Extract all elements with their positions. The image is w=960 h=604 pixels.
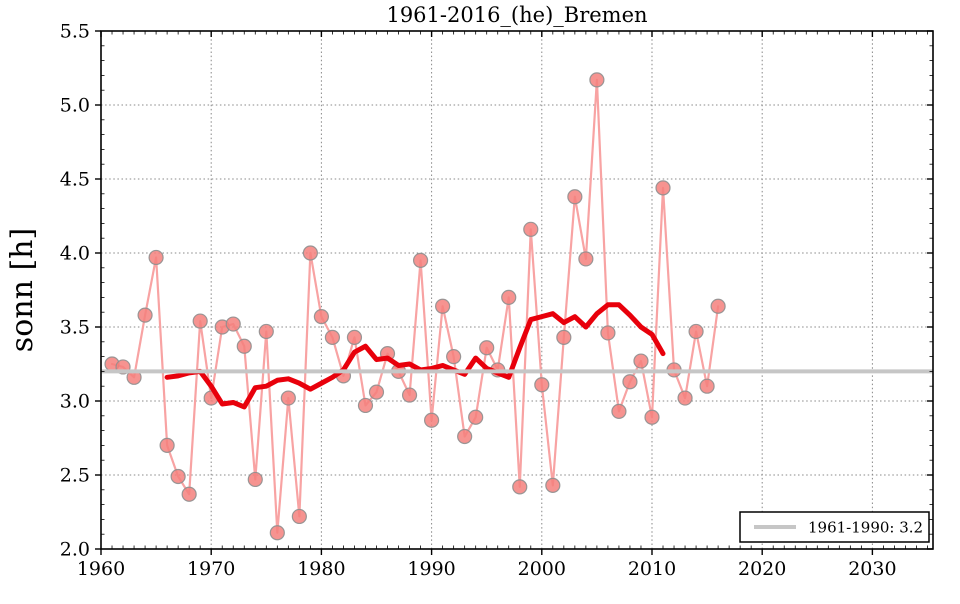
annual-series-marker [688,323,704,340]
x-tick-label: 1980 [297,558,345,580]
annual-series-marker [159,437,175,453]
x-tick-label: 2000 [518,558,566,580]
annual-series-marker [302,245,318,261]
legend-label: 1961-1990: 3.2 [808,519,923,537]
annual-series-marker [589,72,605,88]
x-tick-label: 2030 [848,558,896,580]
annual-series-marker [357,397,374,414]
chart-title: 1961-2016_(he)_Bremen [386,3,647,27]
y-tick-label: 3.5 [60,317,90,339]
y-tick-label: 5.5 [60,21,90,43]
annual-series-marker [578,251,594,267]
annual-series-marker [479,340,495,356]
plot-area-border [100,30,934,550]
annual-series-marker [457,428,473,445]
annual-series-marker [468,409,484,425]
x-tick-label: 1990 [407,558,455,580]
annual-series-marker [247,471,263,488]
annual-series-marker [137,307,153,323]
x-tick-label: 2010 [628,558,676,580]
gridlines [101,31,933,549]
annual-series-marker [313,309,329,325]
tick-labels: 1960 1970 1980 1990 2000 2010 2020 2030 2.0 2.5 3.… [60,21,897,581]
annual-series-marker [181,486,197,502]
annual-series-marker [710,298,726,314]
annual-series-marker [148,249,164,266]
data-series [101,72,933,541]
annual-series-marker [655,180,671,196]
x-tick-label: 2020 [738,558,786,580]
annual-series-marker [523,221,539,237]
annual-series-marker [412,252,429,268]
y-tick-label: 2.5 [60,465,90,487]
annual-series-marker [644,409,660,425]
annual-series-marker [192,313,208,329]
x-tick-label: 1970 [187,558,235,580]
annual-series-marker [512,479,528,495]
annual-series-marker [699,378,715,394]
annual-series-marker [368,384,385,400]
annual-series-marker [534,377,550,393]
annual-series-line [110,78,720,534]
annual-series-marker [501,289,517,305]
annual-series-marker [423,412,440,428]
y-axis-label: sonn [h] [5,228,40,352]
annual-series-marker [677,390,693,406]
annual-series-marker [611,403,627,419]
running-mean-line [164,302,666,410]
annual-series-marker [291,508,307,525]
annual-series-marker [324,329,341,345]
annual-series-marker [170,468,186,485]
annual-series-marker [545,477,561,493]
annual-series-marker [258,323,274,340]
annual-series-marker [269,525,285,541]
y-tick-label: 5.0 [60,95,90,117]
y-tick-label: 2.0 [60,539,90,561]
x-tick-label: 1960 [77,558,125,580]
axes-and-ticks [95,30,934,555]
annual-series-marker [600,325,616,341]
annual-series-marker [401,387,418,403]
annual-series-marker [633,353,649,369]
annual-series-marker [446,349,462,365]
annual-series-marker [346,329,363,345]
annual-series-marker [622,374,638,390]
annual-series-marker [556,329,572,345]
annual-series-marker [280,390,296,406]
y-tick-label: 3.0 [60,391,90,413]
annual-series-marker [435,298,451,314]
annual-series-marker [236,338,252,354]
annual-series-marker [567,189,583,205]
legend: 1961-1990: 3.2 [739,511,930,543]
y-tick-label: 4.0 [60,243,90,265]
annual-series-marker [225,316,241,332]
y-tick-label: 4.5 [60,169,90,191]
